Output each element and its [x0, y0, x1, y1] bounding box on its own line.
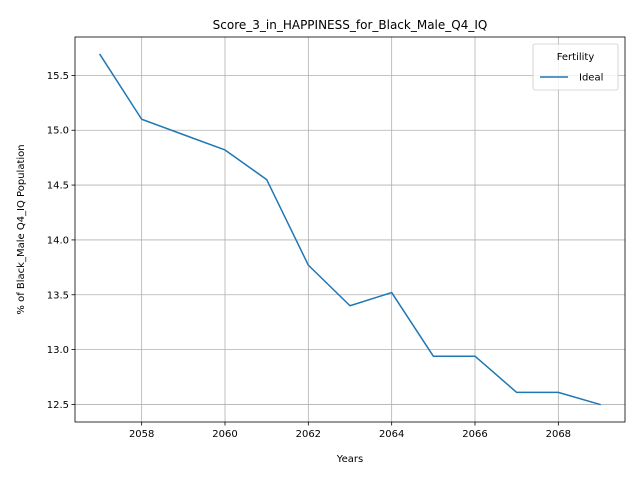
x-tick-label: 2064: [379, 429, 404, 440]
y-tick-label: 12.5: [47, 400, 69, 411]
x-tick-label: 2068: [546, 429, 571, 440]
legend-box: [533, 44, 618, 90]
x-tick-label: 2060: [212, 429, 237, 440]
legend-title: Fertility: [557, 52, 595, 63]
y-axis-label: % of Black_Male Q4_IQ Population: [16, 144, 27, 314]
y-tick-label: 14.0: [47, 235, 69, 246]
y-tick-label: 14.5: [47, 181, 69, 192]
x-axis-label: Years: [336, 454, 363, 465]
chart-title: Score_3_in_HAPPINESS_for_Black_Male_Q4_I…: [213, 18, 488, 32]
y-tick-label: 13.5: [47, 290, 69, 301]
y-tick-label: 13.0: [47, 345, 69, 356]
y-tick-label: 15.0: [47, 126, 69, 137]
x-tick-label: 2062: [296, 429, 321, 440]
legend-entry-label: Ideal: [579, 73, 603, 84]
legend: Fertility Ideal: [533, 44, 618, 90]
x-tick-label: 2058: [129, 429, 154, 440]
y-tick-label: 15.5: [47, 71, 69, 82]
x-tick-label: 2066: [462, 429, 487, 440]
